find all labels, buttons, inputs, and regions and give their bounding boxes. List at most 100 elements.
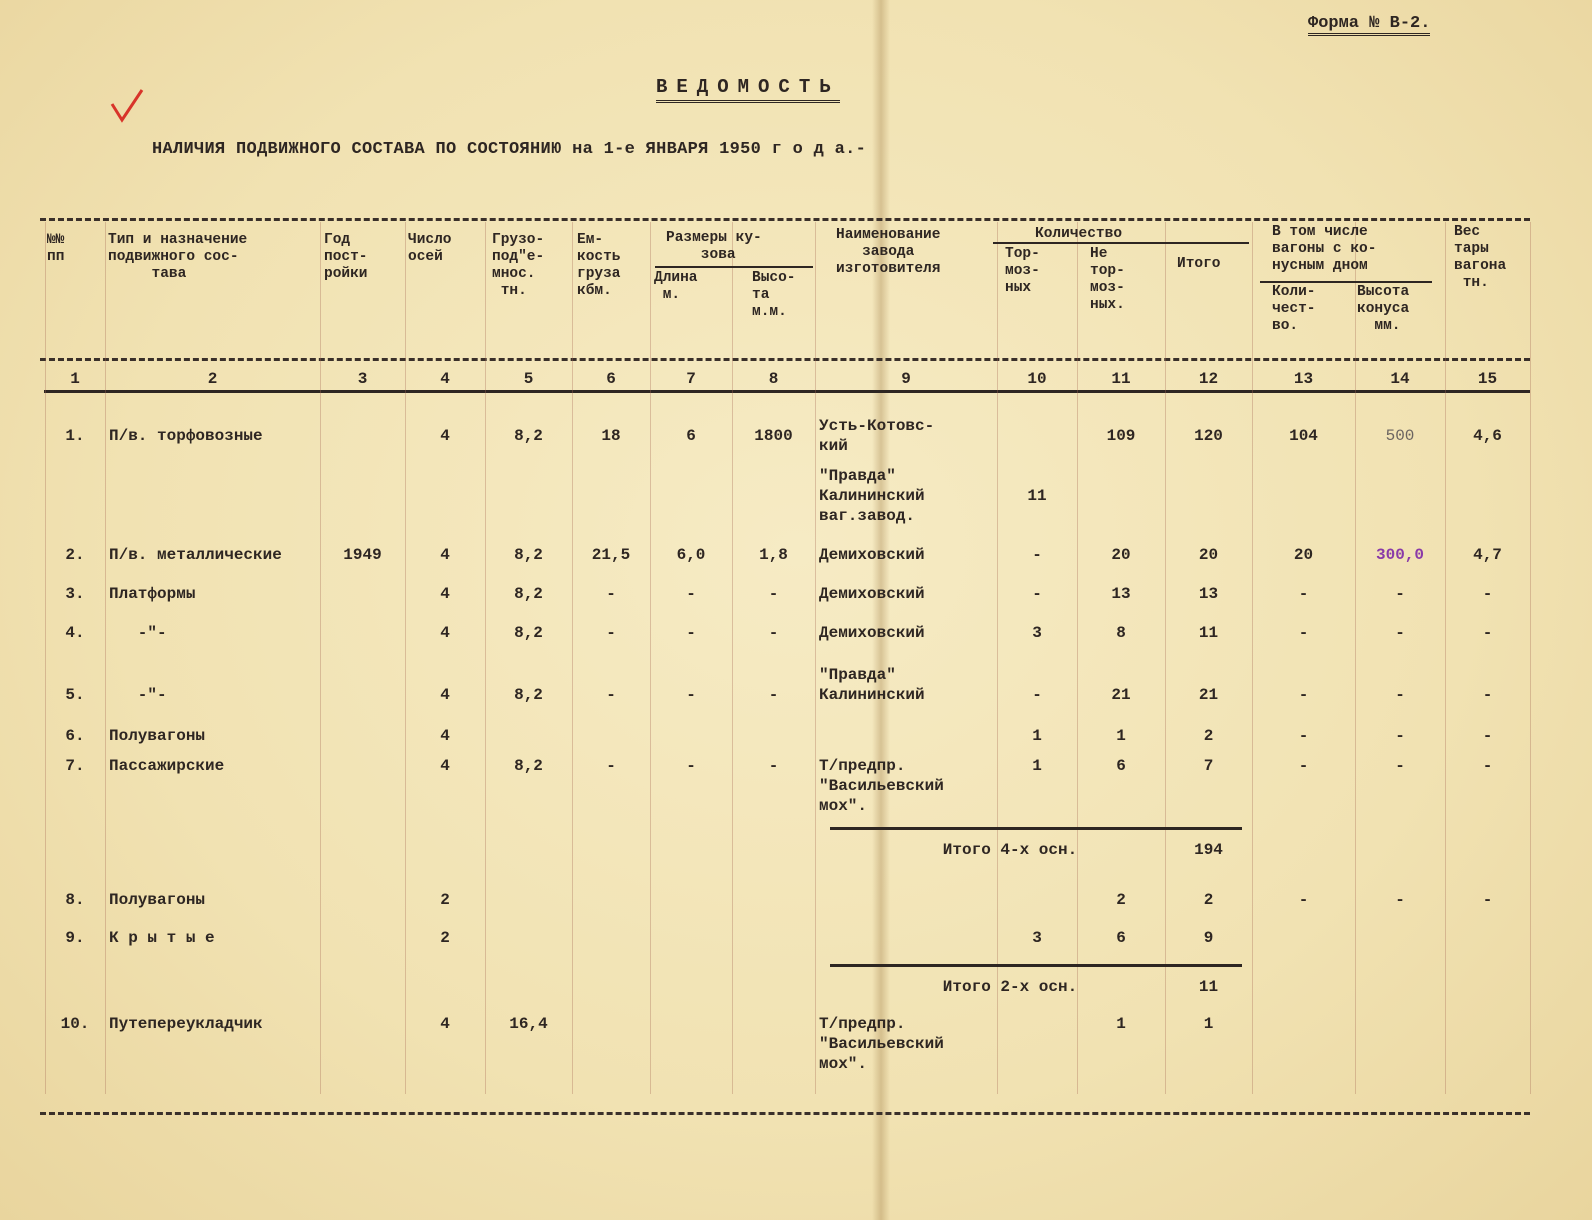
subtotal-value: 194 xyxy=(1165,835,1252,865)
table-row: 6. Полувагоны 4 1 1 2 - - - xyxy=(0,718,1592,754)
column-divider xyxy=(1077,222,1078,1094)
cell-col-8: - xyxy=(732,575,815,613)
cell-col-12: 7 xyxy=(1165,756,1252,822)
cell-text: - xyxy=(606,585,616,603)
cell-col-2: К р ы т ы е xyxy=(105,922,324,954)
cell-text: Полувагоны xyxy=(109,727,206,745)
cell-text: 8 xyxy=(1116,624,1126,642)
table-row: 7. Пассажирские 4 8,2 - - - Т/предпр. "Васильев… xyxy=(0,756,1592,822)
column-number: 3 xyxy=(357,370,368,388)
table-row: 10. Путепереукладчик 4 16,4 Т/предпр. "Васил… xyxy=(0,1014,1592,1074)
column-number: 6 xyxy=(606,370,616,388)
cell-text: "Правда" Калининский ваг.завод. xyxy=(819,467,925,525)
rule-bottom xyxy=(40,1112,1530,1115)
cell-col-9: "Правда" Калининский ваг.завод. xyxy=(815,460,1001,532)
cell-text: - xyxy=(606,686,616,704)
cell-col-12: 9 xyxy=(1165,922,1252,954)
cell-text: 6 xyxy=(686,427,696,445)
cell-col-4: 4 xyxy=(405,655,485,705)
cell-text: 7. xyxy=(65,757,85,775)
cell-col-14: - xyxy=(1355,613,1445,653)
cell-text: - xyxy=(1298,727,1309,745)
cell-col-4: 2 xyxy=(405,884,485,916)
column-number: 15 xyxy=(1477,370,1498,388)
cell-text: 120 xyxy=(1194,427,1223,445)
cell-text: 1 xyxy=(1203,1015,1214,1033)
cell-col-5: 8,2 xyxy=(485,613,572,653)
cell-text: - xyxy=(686,585,696,603)
table-row: 1. П/в. торфовозные 4 8,2 18 6 1800 Усть-Котовс… xyxy=(0,412,1592,460)
cell-text: - xyxy=(1395,891,1405,909)
cell-text: Платформы xyxy=(109,585,196,603)
cell-col-12: 13 xyxy=(1165,575,1252,613)
column-number: 12 xyxy=(1198,370,1219,388)
cell-text: 8,2 xyxy=(514,585,543,603)
cell-text: 20 xyxy=(1293,546,1314,564)
cell-col-15: - xyxy=(1445,655,1530,705)
cell-col-13: - xyxy=(1252,575,1355,613)
cell-col-14: - xyxy=(1355,655,1445,705)
cell-text: 4. xyxy=(65,624,85,642)
cell-text: 8. xyxy=(65,891,85,909)
cell-col-6: - xyxy=(572,613,650,653)
cell-col-9: Т/предпр. "Васильевский мох". xyxy=(815,1014,1001,1074)
header-c6: Ем- кость груза кбм. xyxy=(577,232,621,299)
cell-text: 7 xyxy=(1203,757,1214,775)
cell-text: Демиховский xyxy=(819,585,925,603)
cell-text: 1 xyxy=(1032,727,1042,745)
cell-text: 6,0 xyxy=(676,546,706,564)
cell-col-6: - xyxy=(572,756,650,822)
table-row: 5. -"- 4 8,2 - - - "Правда" Калининский - 21 21 - -… xyxy=(0,655,1592,705)
cell-col-4: 2 xyxy=(405,922,485,954)
column-divider xyxy=(815,222,816,1094)
cell-text: - xyxy=(686,624,696,642)
cell-text: 2 xyxy=(1203,727,1214,745)
cell-text: - xyxy=(1482,585,1493,603)
cell-col-10: - xyxy=(997,575,1077,613)
cell-col-15: 4,7 xyxy=(1445,535,1530,575)
cell-text: 4,7 xyxy=(1473,546,1502,564)
cell-col-2: -"- xyxy=(105,655,324,705)
cell-col-10: 3 xyxy=(997,922,1077,954)
cell-col-9: Демиховский xyxy=(815,575,1001,613)
cell-text: 1. xyxy=(65,427,85,445)
cell-col-9: Усть-Котовс- кий xyxy=(815,412,1001,460)
cell-text: 2 xyxy=(440,891,450,909)
column-number: 13 xyxy=(1293,370,1314,388)
column-divider xyxy=(320,222,321,1094)
column-divider xyxy=(650,222,651,1094)
cell-col-15: - xyxy=(1445,884,1530,916)
cell-col-1: 9. xyxy=(45,922,105,954)
cell-col-10: - xyxy=(997,655,1077,705)
cell-col-13: - xyxy=(1252,718,1355,754)
cell-col-10: 1 xyxy=(997,756,1077,822)
cell-col-11: 8 xyxy=(1077,613,1165,653)
cell-text: - xyxy=(1032,686,1042,704)
cell-text: 1949 xyxy=(343,546,382,564)
cell-text: -"- xyxy=(109,624,167,642)
column-number: 2 xyxy=(207,370,218,388)
header-c3: Год пост- ройки xyxy=(324,232,368,282)
cell-col-4: 4 xyxy=(405,756,485,822)
cell-col-8: 1800 xyxy=(732,412,815,460)
cell-text: - xyxy=(1482,891,1493,909)
cell-col-1: 7. xyxy=(45,756,105,822)
cell-text: - xyxy=(686,757,696,775)
header-underline-cone xyxy=(1260,281,1432,283)
cell-col-1: 1. xyxy=(45,412,105,460)
cell-col-1: 2. xyxy=(45,535,105,575)
paper-fold xyxy=(872,0,890,1220)
cell-col-12: 2 xyxy=(1165,884,1252,916)
cell-col-5: 8,2 xyxy=(485,575,572,613)
header-c13: Коли- чест- во. xyxy=(1272,284,1316,334)
cell-text: 11 xyxy=(1198,624,1219,642)
cell-col-7: - xyxy=(650,613,732,653)
subtotal-row: Итого 4-х осн. 194 xyxy=(0,827,1592,865)
cell-col-2: Путепереукладчик xyxy=(105,1014,324,1074)
column-divider xyxy=(1445,222,1446,1094)
cell-col-9: "Правда" Калининский xyxy=(815,655,1001,705)
cell-col-5: 8,2 xyxy=(485,412,572,460)
subtotal-label-text: Итого 4-х осн. xyxy=(942,841,1078,859)
cell-col-6: - xyxy=(572,575,650,613)
cell-text: 2 xyxy=(440,929,450,947)
